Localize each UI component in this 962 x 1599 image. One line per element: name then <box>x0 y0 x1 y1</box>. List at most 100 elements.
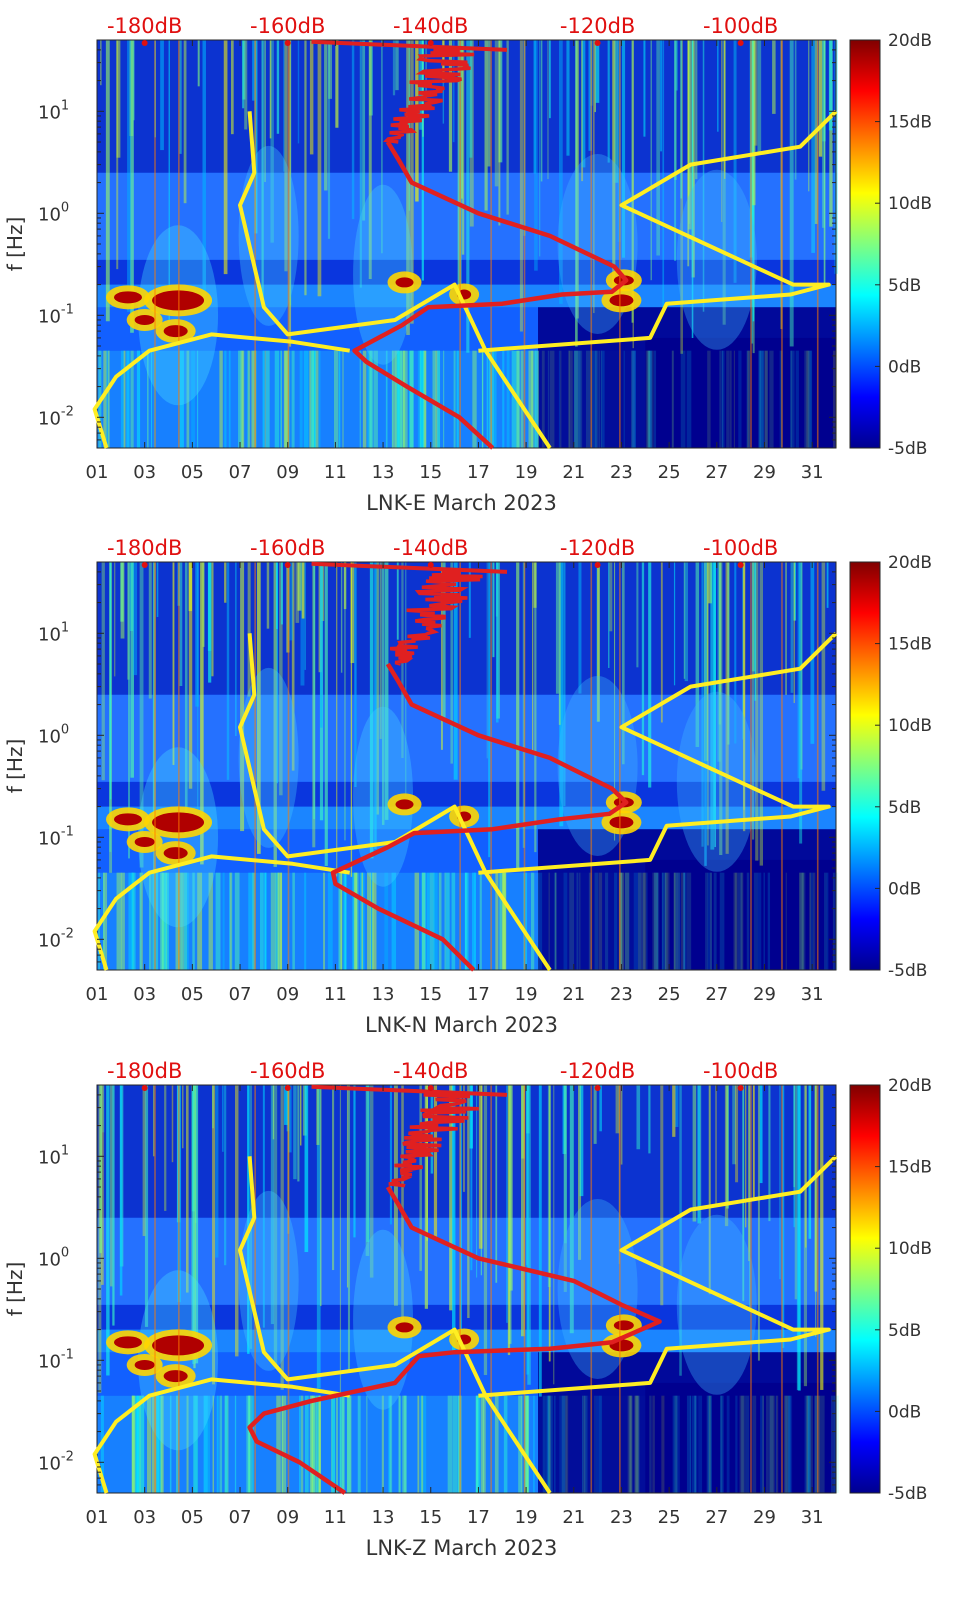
heatmap-streak <box>389 1395 391 1493</box>
heatmap-streak <box>578 562 582 694</box>
heatmap-streak <box>331 1395 336 1493</box>
heatmap-spike <box>154 562 156 970</box>
heatmap-spike <box>254 40 256 448</box>
heatmap-streak <box>679 1085 682 1376</box>
heatmap-streak <box>164 1085 167 1211</box>
heatmap-streak <box>820 1085 824 1390</box>
heatmap-streak <box>823 40 826 287</box>
heatmap-streak <box>709 1395 711 1493</box>
y-tick-base: 10 <box>38 1453 61 1474</box>
heatmap-streak <box>108 350 110 448</box>
heatmap-streak <box>297 40 300 144</box>
heatmap-streak <box>548 872 550 970</box>
heatmap-streak <box>496 562 500 719</box>
heatmap-streak <box>486 562 488 759</box>
heatmap-streak <box>421 872 427 970</box>
heatmap-streak <box>577 350 583 448</box>
heatmap-streak <box>746 872 750 970</box>
heatmap-streak <box>476 1395 481 1493</box>
heatmap-streak <box>558 562 561 725</box>
heatmap-streak <box>500 872 506 970</box>
y-tick-label: 10-2 <box>38 404 74 429</box>
heatmap-streak <box>369 872 374 970</box>
heatmap-streak <box>646 872 648 970</box>
heatmap-streak <box>662 872 664 970</box>
heatmap-streak <box>389 1085 392 1225</box>
heatmap-streak <box>674 1395 678 1493</box>
heatmap-streak <box>153 872 159 970</box>
heatmap-streak <box>502 872 507 970</box>
heatmap-streak <box>599 1395 603 1493</box>
heatmap-streak <box>674 1395 677 1493</box>
heatmap-streak <box>156 1395 160 1493</box>
heatmap-streak <box>222 1085 224 1152</box>
heatmap-streak <box>365 1085 370 1256</box>
heatmap-streak <box>402 350 408 448</box>
heatmap-streak <box>384 562 389 820</box>
median-curve <box>330 662 629 972</box>
colorbar-tick-label: 0dB <box>888 357 921 377</box>
colorbar-tick-label: -5dB <box>888 1484 927 1504</box>
heatmap-streak <box>760 350 764 448</box>
top-axis-label: -120dB <box>560 14 635 38</box>
heatmap-streak <box>601 350 605 448</box>
heatmap-streak <box>600 350 603 448</box>
heatmap-streak <box>318 1395 321 1493</box>
heatmap-streak <box>168 40 170 322</box>
heatmap-glow <box>238 667 299 848</box>
median-curve-hf <box>389 570 483 666</box>
heatmap-streak <box>496 562 499 723</box>
heatmap-spike <box>590 562 593 970</box>
heatmap-streak <box>208 562 212 683</box>
heatmap-streak <box>180 872 183 970</box>
heatmap-hotspot <box>609 294 634 307</box>
heatmap-streak <box>463 1085 465 1192</box>
heatmap-streak <box>399 350 404 448</box>
heatmap-streak <box>746 350 748 448</box>
heatmap-streak <box>660 40 663 152</box>
heatmap-streak <box>179 350 184 448</box>
heatmap-streak <box>808 1085 812 1239</box>
heatmap-streak <box>328 40 333 99</box>
heatmap-streak <box>443 562 446 718</box>
heatmap-streak <box>661 872 667 970</box>
heatmap-streak <box>417 1395 420 1493</box>
heatmap-streak <box>316 1085 321 1389</box>
x-tick-label: 05 <box>181 984 204 1005</box>
heatmap-streak <box>520 350 524 448</box>
heatmap-streak <box>269 40 272 139</box>
heatmap-streak <box>541 350 545 448</box>
heatmap-streak <box>176 1395 179 1493</box>
heatmap-streak <box>598 872 603 970</box>
heatmap-streak <box>139 562 144 868</box>
heatmap-streak <box>247 562 251 697</box>
heatmap-streak <box>593 40 595 314</box>
heatmap-streak <box>437 350 441 448</box>
heatmap-streak <box>277 872 282 970</box>
heatmap-streak <box>729 350 732 448</box>
heatmap-streak <box>546 1395 550 1493</box>
heatmap-streak <box>785 562 787 695</box>
heatmap-spike <box>523 40 526 448</box>
x-tick-label: 17 <box>467 462 490 483</box>
heatmap-streak <box>594 1395 596 1493</box>
heatmap-streak <box>160 872 162 970</box>
heatmap-hotspot <box>134 1359 155 1370</box>
y-tick-exponent: 1 <box>61 620 69 635</box>
heatmap-streak <box>107 350 109 448</box>
heatmap-streak <box>798 1085 801 1391</box>
heatmap-streak <box>645 350 650 448</box>
heatmap-streak <box>408 350 414 448</box>
heatmap-streak <box>632 350 636 448</box>
heatmap-spike <box>459 562 461 970</box>
heatmap-streak <box>487 40 491 167</box>
heatmap-streak <box>311 350 316 448</box>
heatmap-streak <box>276 562 278 784</box>
heatmap-streak <box>486 350 489 448</box>
heatmap-streak <box>310 1395 314 1493</box>
heatmap-streak <box>742 1085 745 1302</box>
heatmap-streak <box>222 872 225 970</box>
heatmap-streak <box>620 1085 623 1165</box>
